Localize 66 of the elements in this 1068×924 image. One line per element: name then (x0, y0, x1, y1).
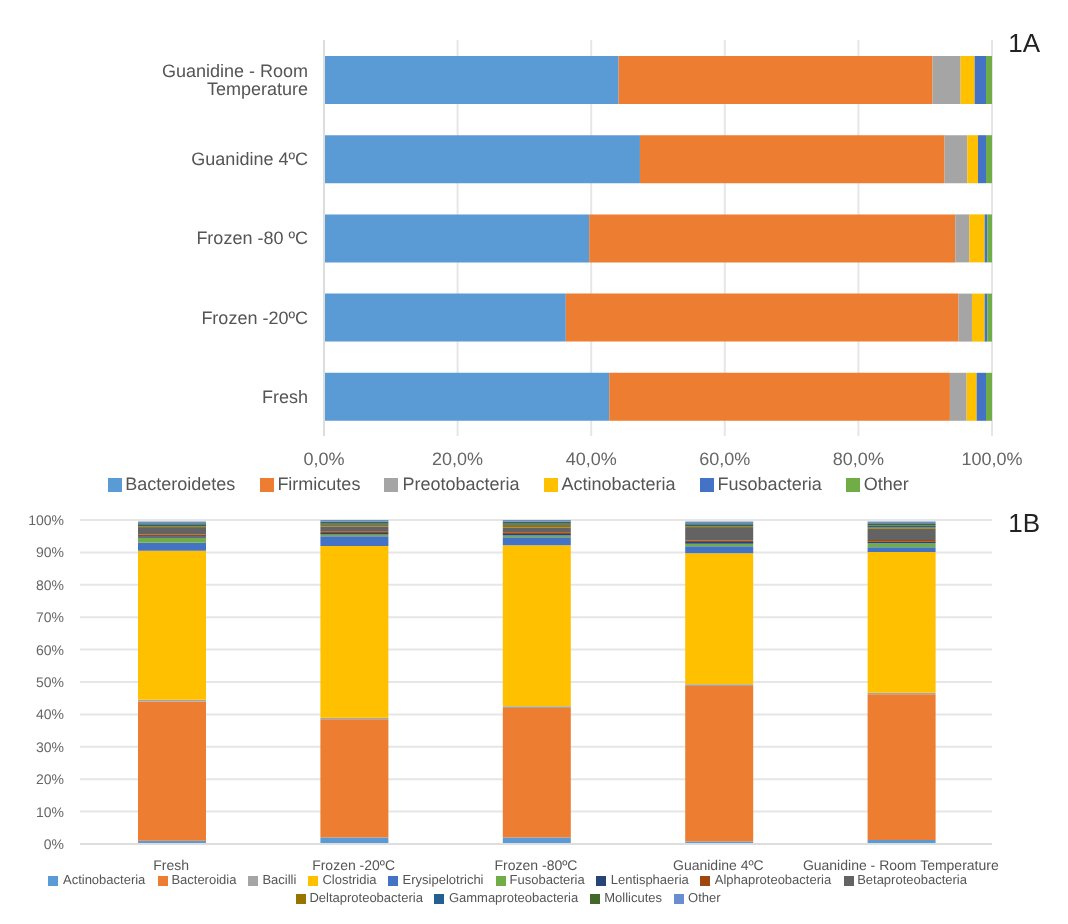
bar (976, 372, 986, 421)
bar (138, 550, 206, 700)
bar (138, 701, 206, 841)
bar (958, 293, 972, 342)
x-tick-label: 0,0% (303, 448, 345, 469)
bar (324, 372, 610, 421)
bar (609, 372, 950, 421)
bar (502, 537, 571, 546)
bar (867, 552, 936, 693)
bar (966, 372, 977, 421)
text: 1A (1008, 28, 1040, 58)
text: 1B (1008, 508, 1040, 538)
bar (565, 293, 959, 342)
bar (985, 135, 992, 184)
bar (138, 537, 206, 543)
bar (974, 56, 986, 104)
bar (971, 293, 985, 342)
bar (502, 545, 571, 707)
bar (324, 214, 590, 263)
bar (138, 542, 206, 551)
bar (320, 536, 389, 546)
bar (685, 528, 754, 541)
bar (960, 56, 975, 104)
bar (685, 553, 754, 685)
bar (985, 56, 992, 104)
bar (867, 547, 936, 553)
legend-label: Bacteroidetes (123, 472, 236, 496)
bar (589, 214, 956, 263)
legend-label: Fusobacteria (715, 472, 822, 496)
legend-label: Firmicutes (275, 472, 361, 496)
y-tick-label: Guanidine 4ºC (191, 149, 309, 170)
bar (324, 135, 640, 184)
bar (685, 685, 754, 842)
legend-label: Actinobacteria (559, 472, 676, 496)
bar (502, 527, 571, 533)
bar (324, 293, 566, 342)
bar (320, 545, 389, 718)
bar (867, 694, 936, 841)
x-tick-label: 20,0% (432, 448, 484, 469)
bar (955, 214, 970, 263)
bar (949, 372, 967, 421)
bar (618, 56, 933, 104)
bar (985, 372, 992, 421)
bar (967, 135, 978, 184)
legend-label: Preotobacteria (400, 472, 520, 496)
y-tick-label: Frozen -80 ºC (196, 228, 309, 249)
bar (320, 719, 389, 838)
x-tick-label: 80,0% (832, 448, 884, 469)
bar (969, 214, 985, 263)
bar (639, 135, 945, 184)
x-tick-label: 100,0% (961, 448, 1023, 469)
bar (685, 546, 754, 554)
bar (932, 56, 961, 104)
bar (324, 56, 619, 104)
bar (502, 707, 571, 838)
x-tick-label: 40,0% (565, 448, 617, 469)
bar (977, 135, 986, 184)
bar (138, 528, 206, 535)
bar (867, 528, 936, 541)
bar (944, 135, 968, 184)
y-tick-label: Guanidine - Room Temperature (161, 60, 308, 99)
x-tick-label: 60,0% (699, 448, 751, 469)
bar (320, 526, 389, 532)
y-tick-label: Frozen -20ºC (201, 307, 309, 328)
y-tick-label: Fresh (261, 386, 308, 407)
legend-label: Other (861, 472, 909, 496)
